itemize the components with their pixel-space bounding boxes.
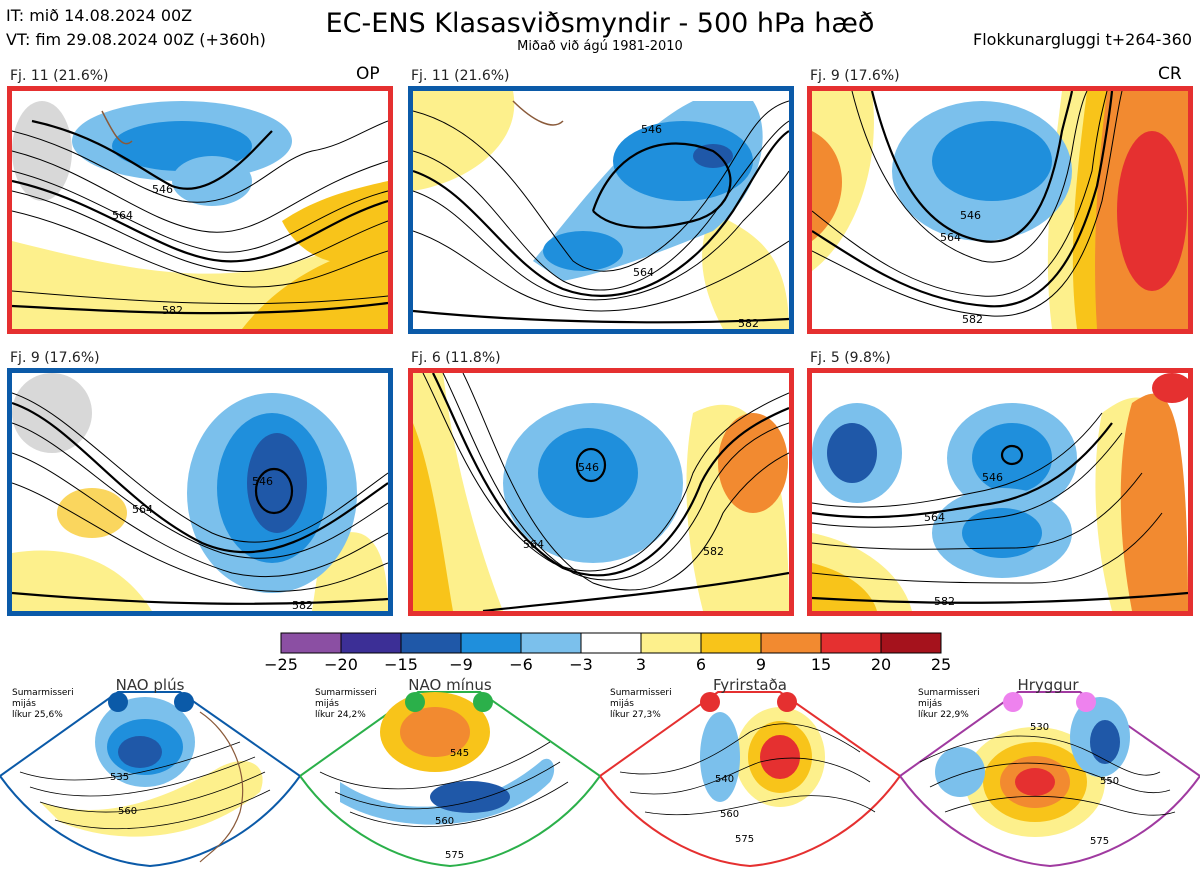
contour-label-564: 564 <box>940 231 961 244</box>
contour-label-564: 564 <box>112 209 133 222</box>
panel-6-label: Fj. 5 (9.8%) <box>810 350 891 366</box>
initial-time: IT: mið 14.08.2024 00Z <box>6 6 193 25</box>
regime-name: Fyrirstaða <box>713 676 787 694</box>
regime-dot <box>108 692 128 712</box>
contour-label-582: 582 <box>292 599 313 611</box>
panel-1-tag: OP <box>356 64 380 84</box>
contour-label-546: 546 <box>578 461 599 474</box>
regime-info: Sumarmisseri mijás líkur 22,9% <box>918 688 980 720</box>
regime-contour-label: 560 <box>435 816 454 827</box>
regime-contour-label: 530 <box>1030 722 1049 733</box>
panel-3-label: Fj. 9 (17.6%) <box>810 68 900 84</box>
valid-time: VT: fim 29.08.2024 00Z (+360h) <box>6 30 266 49</box>
contour-label-564: 564 <box>523 538 544 551</box>
cluster-map-4: 546 564 582 <box>7 368 393 616</box>
regime-contour-label: 575 <box>735 834 754 845</box>
colorbar-cell <box>700 632 762 654</box>
regime-dot <box>777 692 797 712</box>
cluster-map-1: 546 564 582 <box>7 86 393 334</box>
regime-dot <box>174 692 194 712</box>
regime-contour-label: 575 <box>1090 836 1109 847</box>
cluster-map-2: 546 564 582 <box>408 86 794 334</box>
contour-label-582: 582 <box>962 313 983 326</box>
panel-5-label: Fj. 6 (11.8%) <box>411 350 501 366</box>
colorbar-tick-label: −15 <box>384 655 418 674</box>
colorbar-tick-label: 15 <box>810 655 832 674</box>
contour-label-582: 582 <box>162 304 183 317</box>
colorbar-tick-label: −3 <box>569 655 593 674</box>
regime-contour-label: 540 <box>715 774 734 785</box>
contour-label-546: 546 <box>641 123 662 136</box>
cluster-map-6: 546 564 582 <box>807 368 1193 616</box>
classification-window: Flokkunargluggi t+264-360 <box>973 30 1192 49</box>
regime-map-nao-minus: 545 560 575 <box>298 672 602 871</box>
cluster-map-3: 546 564 582 <box>807 86 1193 334</box>
colorbar-tick-label: 9 <box>755 655 767 674</box>
regime-map-ridge: 530 550 575 <box>898 672 1200 871</box>
contour-label-582: 582 <box>703 545 724 558</box>
regime-name: NAO mínus <box>408 676 492 694</box>
colorbar-cell <box>520 632 582 654</box>
contour-label-564: 564 <box>132 503 153 516</box>
contour-label-546: 546 <box>152 183 173 196</box>
colorbar-cell <box>580 632 642 654</box>
colorbar-cell <box>280 632 342 654</box>
colorbar-cell <box>880 632 942 654</box>
colorbar-tick-label: 3 <box>635 655 647 674</box>
colorbar-tick-label: −9 <box>449 655 473 674</box>
colorbar-tick-label: 6 <box>695 655 707 674</box>
colorbar-cell <box>820 632 882 654</box>
colorbar-cell <box>400 632 462 654</box>
colorbar-cell <box>760 632 822 654</box>
contour-label-582: 582 <box>738 317 759 329</box>
colorbar-tick-label: −20 <box>324 655 358 674</box>
colorbar-cell <box>460 632 522 654</box>
page-subtitle: Miðað við ágú 1981-2010 <box>517 39 683 54</box>
regime-contour-label: 560 <box>720 809 739 820</box>
colorbar-tick-label: −25 <box>264 655 298 674</box>
regime-map-nao-plus: 535 560 <box>0 672 302 871</box>
colorbar-cell <box>640 632 702 654</box>
regime-info: Sumarmisseri mijás líkur 27,3% <box>610 688 672 720</box>
colorbar-tick-label: −6 <box>509 655 533 674</box>
colorbar-tick-label: 20 <box>870 655 892 674</box>
contour-label-564: 564 <box>924 511 945 524</box>
contour-label-546: 546 <box>960 209 981 222</box>
page-title: EC-ENS Klasasviðsmyndir - 500 hPa hæð <box>325 8 875 39</box>
contour-label-546: 546 <box>982 471 1003 484</box>
colorbar-cell <box>340 632 402 654</box>
regime-contour-label: 535 <box>110 772 129 783</box>
cluster-map-5: 546 564 582 <box>408 368 794 616</box>
panel-4-label: Fj. 9 (17.6%) <box>10 350 100 366</box>
regime-contour-label: 575 <box>445 850 464 861</box>
colorbar <box>280 632 944 658</box>
regime-dot <box>700 692 720 712</box>
regime-dot <box>473 692 493 712</box>
panel-2-label: Fj. 11 (21.6%) <box>411 68 510 84</box>
regime-map-blocking: 540 560 575 <box>598 672 902 871</box>
regime-contour-label: 560 <box>118 806 137 817</box>
regime-name: Hryggur <box>1017 676 1079 694</box>
regime-dot <box>1076 692 1096 712</box>
contour-label-564: 564 <box>633 266 654 279</box>
regime-name: NAO plús <box>115 676 185 694</box>
regime-contour-label: 545 <box>450 748 469 759</box>
contour-label-582: 582 <box>934 595 955 608</box>
panel-3-tag: CR <box>1158 64 1182 84</box>
regime-info: Sumarmisseri mijás líkur 25,6% <box>12 688 74 720</box>
regime-dot <box>405 692 425 712</box>
regime-contour-label: 550 <box>1100 776 1119 787</box>
colorbar-tick-label: 25 <box>930 655 952 674</box>
regime-dot <box>1003 692 1023 712</box>
regime-info: Sumarmisseri mijás líkur 24,2% <box>315 688 377 720</box>
panel-1-label: Fj. 11 (21.6%) <box>10 68 109 84</box>
contour-label-546: 546 <box>252 475 273 488</box>
